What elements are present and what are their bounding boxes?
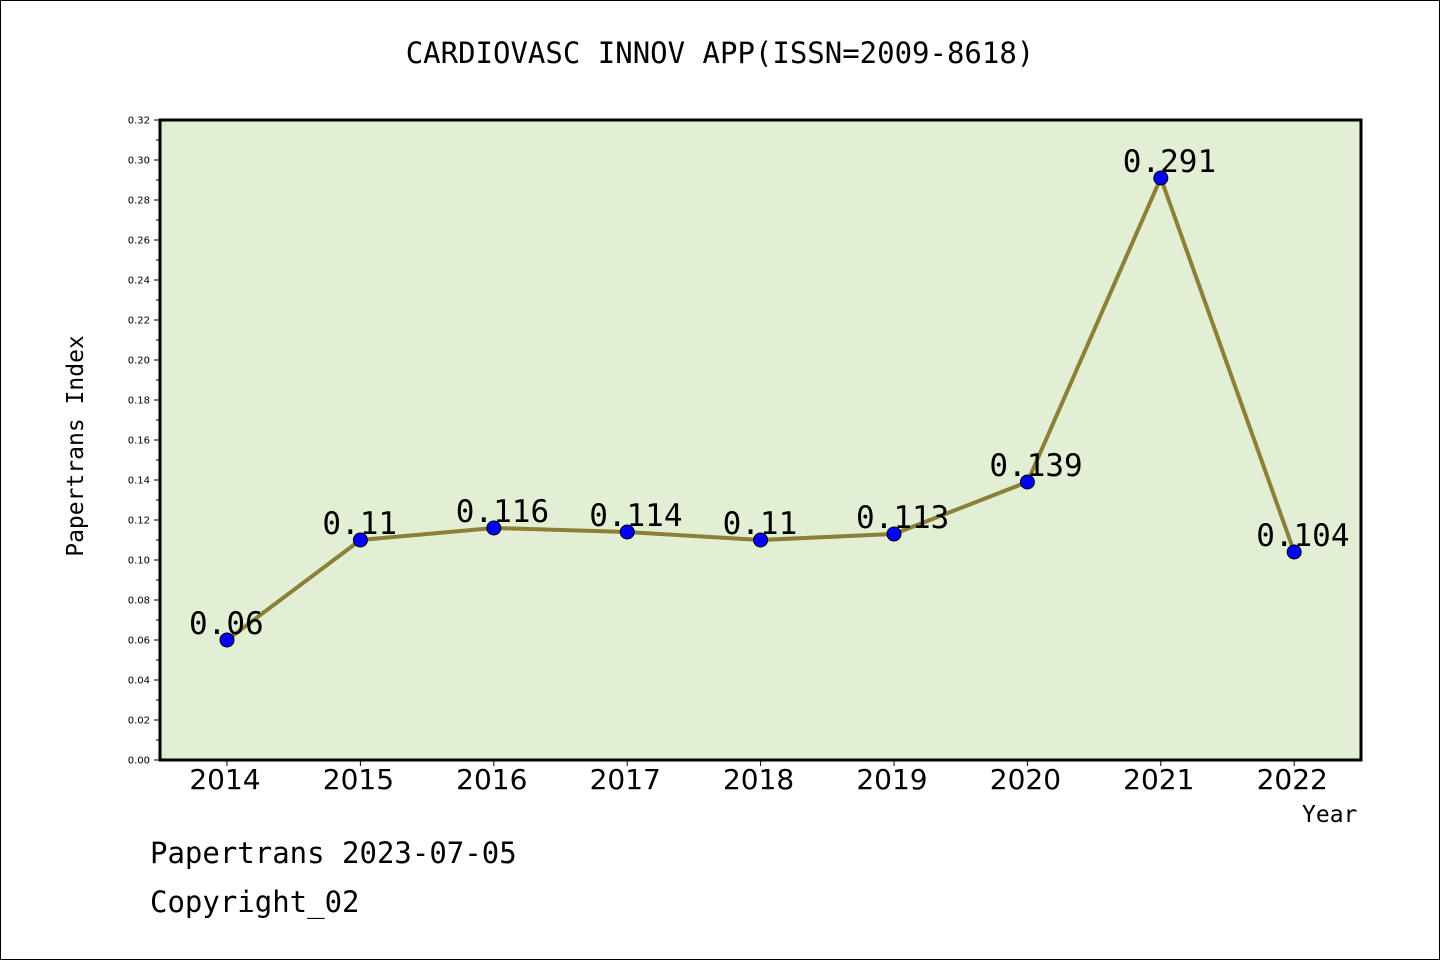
footer-date: Papertrans 2023-07-05 — [150, 836, 517, 870]
plot-border — [158, 118, 1363, 762]
data-point-marker — [753, 532, 769, 548]
data-series — [219, 170, 1302, 648]
data-point-marker — [1153, 170, 1169, 186]
y-axis-ticks: 0.00 0.02 0.04 0.06 0.08 0.10 0.12 0.14 0.16 0.18… — [128, 116, 160, 767]
data-label: 0.139 — [989, 448, 1082, 484]
data-point-marker — [886, 526, 902, 542]
y-tick-label: 0.16 — [128, 436, 150, 447]
data-label: 0.114 — [589, 498, 682, 534]
y-tick-label: 0.32 — [128, 116, 150, 127]
y-tick-label: 0.22 — [128, 316, 150, 327]
data-point-marker — [1286, 544, 1302, 560]
x-tick-label: 2022 — [1257, 763, 1328, 796]
y-tick-label: 0.30 — [128, 156, 150, 167]
data-point-marker — [486, 520, 502, 536]
data-label: 0.116 — [456, 494, 549, 530]
y-tick-label: 0.20 — [128, 356, 150, 367]
x-tick-label: 2014 — [189, 763, 260, 796]
y-tick-label: 0.00 — [128, 756, 150, 767]
data-label: 0.11 — [322, 506, 397, 542]
footer-copyright: Copyright_02 — [150, 885, 360, 919]
y-tick-label: 0.06 — [128, 636, 150, 647]
x-tick-label: 2017 — [590, 763, 661, 796]
y-tick-label: 0.12 — [128, 516, 150, 527]
data-point-marker — [619, 524, 635, 540]
x-axis-ticks: 2014 2015 2016 2017 2018 2019 2020 2021 2022 — [189, 760, 1328, 796]
y-tick-label: 0.10 — [128, 556, 150, 567]
data-label: 0.06 — [189, 606, 264, 642]
y-tick-label: 0.04 — [128, 676, 150, 687]
data-label: 0.11 — [723, 506, 798, 542]
x-tick-label: 2015 — [323, 763, 394, 796]
y-tick-label: 0.26 — [128, 236, 150, 247]
y-tick-label: 0.18 — [128, 396, 150, 407]
chart-title: CARDIOVASC INNOV APP(ISSN=2009-8618) — [405, 36, 1035, 70]
x-tick-label: 2018 — [723, 763, 794, 796]
data-point-marker — [1019, 474, 1035, 490]
data-point-marker — [352, 532, 368, 548]
y-tick-label: 0.08 — [128, 596, 150, 607]
y-tick-label: 0.28 — [128, 196, 150, 207]
x-tick-label: 2019 — [856, 763, 927, 796]
y-tick-label: 0.14 — [128, 476, 150, 487]
data-label: 0.113 — [856, 500, 949, 536]
data-label: 0.291 — [1123, 144, 1216, 180]
data-label: 0.104 — [1256, 518, 1349, 554]
data-point-marker — [219, 632, 235, 648]
x-tick-label: 2021 — [1123, 763, 1194, 796]
data-labels: 0.06 0.11 0.116 0.114 0.11 0.113 0.139 0.291 0.1… — [189, 144, 1350, 642]
x-tick-label: 2020 — [990, 763, 1061, 796]
y-tick-label: 0.02 — [128, 716, 150, 727]
plot-area — [160, 120, 1361, 760]
y-tick-label: 0.24 — [128, 276, 150, 287]
x-axis-label: Year — [1302, 802, 1358, 828]
x-tick-label: 2016 — [456, 763, 527, 796]
